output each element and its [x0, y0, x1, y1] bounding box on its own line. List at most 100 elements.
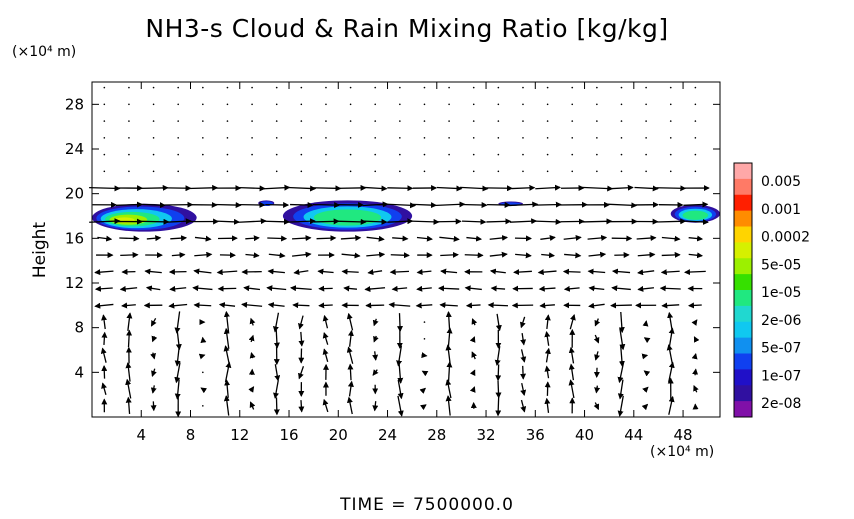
wind-vector: [416, 285, 432, 292]
wind-vector-dot: [399, 86, 401, 89]
wind-vector: [193, 302, 212, 309]
wind-vector: [139, 184, 169, 191]
wind-vector: [569, 314, 576, 330]
wind-vector: [495, 364, 502, 382]
wind-vector: [587, 268, 606, 275]
wind-vector-dot: [202, 170, 204, 173]
wind-vector-dot: [546, 86, 549, 89]
wind-vector: [101, 331, 108, 345]
wind-vector: [223, 345, 231, 366]
wind-vector: [390, 252, 410, 259]
wind-vector: [312, 202, 341, 209]
wind-vector-dot: [669, 120, 672, 122]
wind-vector: [249, 401, 256, 410]
wind-vector-dot: [300, 103, 303, 106]
wind-vector: [643, 337, 651, 344]
wind-vector-dot: [423, 338, 426, 340]
wind-vector-dot: [251, 120, 253, 122]
wind-vector: [266, 285, 287, 292]
wind-vector-dot: [128, 170, 130, 173]
wind-vector: [682, 218, 709, 225]
wind-vector: [656, 218, 687, 225]
x-tick-label: 4: [136, 426, 146, 444]
wind-vector-dot: [571, 120, 574, 122]
wind-vector-dot: [300, 120, 303, 122]
wind-vector-dot: [202, 86, 204, 89]
wind-vector-dot: [546, 153, 549, 156]
wind-vector-dot: [645, 170, 647, 173]
wind-vector-dot: [546, 137, 549, 139]
wind-vector-dot: [423, 120, 426, 122]
wind-vector: [126, 329, 133, 348]
wind-vector-dot: [300, 153, 303, 156]
wind-vector-dot: [472, 153, 475, 156]
colorbar-frame: [733, 162, 753, 418]
wind-vector-dot: [694, 137, 697, 139]
wind-vector: [515, 252, 532, 259]
wind-vector: [520, 333, 527, 346]
wind-vector: [464, 285, 482, 292]
wind-vector-dot: [423, 321, 426, 323]
wind-vector: [541, 252, 555, 259]
wind-vector: [100, 347, 107, 363]
wind-vector: [593, 334, 600, 344]
wind-vector: [346, 346, 354, 364]
wind-vector: [341, 252, 361, 259]
wind-vector-dot: [325, 153, 327, 156]
wind-vector-dot: [374, 137, 377, 139]
wind-vector: [617, 395, 624, 417]
wind-vector: [534, 218, 562, 225]
wind-vector: [610, 302, 632, 309]
wind-vector: [535, 184, 561, 191]
wind-vector-dot: [251, 86, 253, 89]
wind-vector-dot: [325, 137, 327, 139]
wind-vector-dot: [128, 120, 130, 122]
wind-vector-dot: [177, 120, 179, 122]
wind-vector: [249, 317, 256, 326]
wind-vector: [248, 334, 255, 343]
wind-vector: [508, 201, 539, 208]
wind-vector-dot: [497, 120, 500, 122]
wind-vector: [462, 218, 487, 225]
wind-vector-dot: [669, 137, 672, 139]
wind-vector: [396, 313, 403, 333]
wind-vector: [540, 235, 556, 242]
colorbar-label: 5e-05: [761, 257, 801, 273]
x-tick-label: 8: [186, 426, 196, 444]
wind-vector-dot: [349, 137, 352, 139]
wind-vector-dot: [177, 137, 179, 139]
wind-vector: [509, 218, 538, 225]
wind-vector: [119, 285, 138, 292]
wind-vector: [267, 235, 288, 242]
wind-vector-dot: [300, 137, 303, 139]
wind-vector: [539, 302, 555, 309]
wind-vector-dot: [497, 86, 500, 89]
wind-vector: [445, 395, 452, 416]
wind-vector-dot: [448, 120, 450, 122]
wind-vector-dot: [620, 153, 623, 156]
wind-vector: [144, 268, 162, 275]
wind-vector-dot: [226, 103, 229, 106]
wind-vector: [659, 285, 681, 292]
wind-vector: [272, 312, 280, 333]
wind-vector: [687, 302, 702, 309]
wind-vector: [290, 285, 312, 292]
colorbar-label: 0.0002: [761, 230, 810, 246]
wind-vector-dot: [546, 103, 549, 106]
x-tick-label: 24: [378, 426, 397, 444]
wind-vector-dot: [251, 103, 253, 106]
wind-vector: [297, 315, 304, 330]
wind-vector: [416, 235, 433, 242]
wind-vector: [544, 330, 551, 346]
wind-vector: [145, 285, 161, 292]
wind-vector: [372, 369, 379, 376]
y-axis-ticks: 4 8 12 16 20 24 28: [65, 95, 720, 381]
y-tick-label: 8: [74, 319, 84, 337]
wind-vector-dot: [152, 103, 155, 106]
wind-vector-dot: [472, 120, 475, 122]
wind-vector-dot: [226, 170, 229, 173]
wind-vector: [593, 402, 600, 411]
y-tick-label: 28: [65, 95, 84, 113]
wind-vector-dot: [472, 103, 475, 106]
wind-vector: [396, 345, 403, 367]
